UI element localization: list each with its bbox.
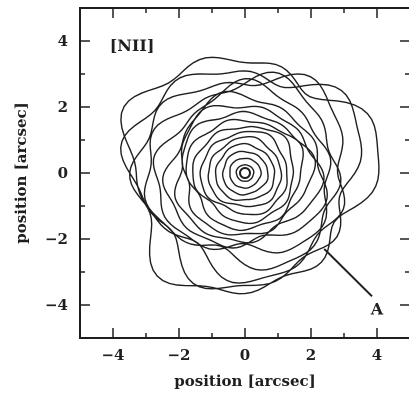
contour-line <box>181 110 317 236</box>
y-tick-label: −4 <box>45 296 68 314</box>
y-tick-label: −2 <box>45 230 68 248</box>
contour-line <box>185 118 304 232</box>
contour-line <box>192 125 295 225</box>
x-tick-label: 4 <box>372 346 382 364</box>
contour-line <box>161 90 329 249</box>
contour-line <box>143 71 342 271</box>
contour-line <box>120 56 380 295</box>
axis-ticks: −4 −2 0 2 4 −4 −2 0 2 4 <box>45 7 409 364</box>
contour-line <box>199 130 288 216</box>
contour-line <box>229 157 262 189</box>
annotation-label: A <box>370 299 384 318</box>
contour-lines <box>119 56 380 295</box>
x-tick-label: −4 <box>101 346 124 364</box>
plot-frame <box>79 7 409 339</box>
y-tick-label: 4 <box>58 32 68 50</box>
contour-line <box>214 142 276 201</box>
contour-line <box>173 105 325 244</box>
annotation-arrow <box>323 248 373 298</box>
y-axis-title: position [arcsec] <box>12 102 30 243</box>
y-tick-label: 2 <box>58 98 68 116</box>
x-tick-label: 0 <box>240 346 250 364</box>
x-tick-label: 2 <box>306 346 316 364</box>
panel-label: [NII] <box>110 36 155 55</box>
x-tick-label: −2 <box>167 346 190 364</box>
x-axis-title: position [arcsec] <box>174 372 315 390</box>
contour-line <box>152 77 332 254</box>
contour-line <box>207 136 283 208</box>
annotation: A <box>323 248 384 318</box>
y-tick-label: 0 <box>58 164 68 182</box>
contour-line <box>119 70 363 290</box>
contour-line <box>235 163 255 182</box>
center-marker <box>239 167 251 179</box>
contour-line <box>221 150 269 196</box>
